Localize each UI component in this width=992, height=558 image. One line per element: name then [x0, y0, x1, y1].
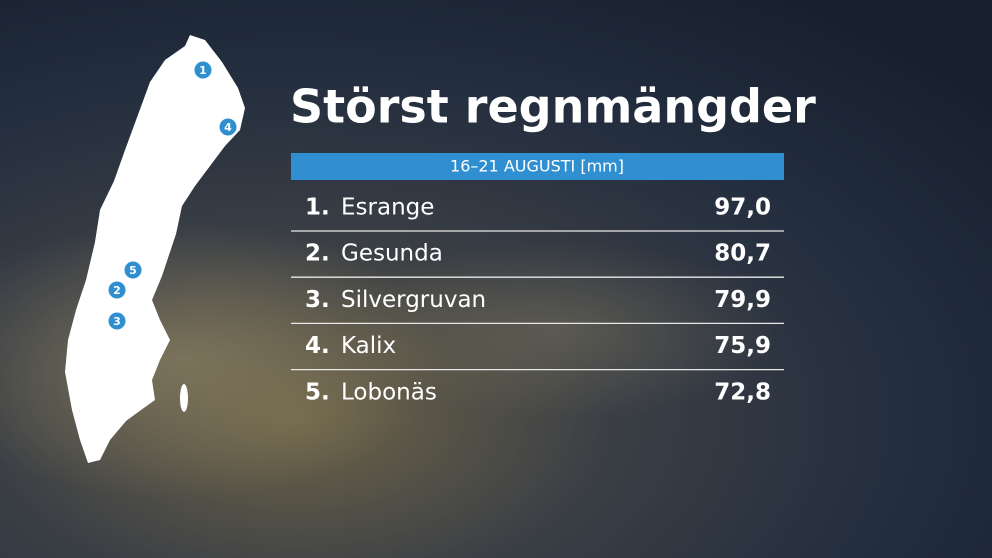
row-name: Gesunda	[341, 241, 443, 267]
row-value: 97,0	[714, 195, 771, 221]
row-value: 80,7	[714, 241, 771, 267]
map-marker	[217, 116, 239, 138]
map-markers: 1 4 52 3	[106, 59, 239, 332]
row-name: Kalix	[341, 333, 396, 359]
row-name: Lobonäs	[341, 379, 437, 405]
map-marker-label: 5	[129, 264, 137, 277]
row-rank: 2.	[305, 241, 330, 267]
map-marker-label: 3	[113, 315, 121, 328]
map-marker	[106, 310, 128, 332]
map-island	[180, 384, 188, 412]
row-name: Silvergruvan	[341, 287, 486, 313]
row-value: 79,9	[714, 287, 771, 313]
map-marker	[106, 279, 128, 301]
row-rank: 1.	[305, 195, 330, 221]
map-marker	[192, 59, 214, 81]
title: Störst regnmängder	[290, 80, 816, 134]
subtitle-bar	[291, 153, 784, 180]
row-rank: 5.	[305, 379, 330, 405]
map-marker-label: 1	[199, 64, 207, 77]
background-glow	[340, 240, 780, 420]
map-marker-label: 2	[113, 284, 121, 297]
map-marker-label: 4	[224, 121, 232, 134]
row-rank: 3.	[305, 287, 330, 313]
map-marker	[122, 259, 144, 281]
row-value: 75,9	[714, 333, 771, 359]
row-value: 72,8	[714, 379, 771, 405]
row-name: Esrange	[341, 195, 434, 221]
table: 1. Esrange 97,0 2. Gesunda 80,7 3. Silvergruvan…	[291, 195, 784, 405]
row-rank: 4.	[305, 333, 330, 359]
map-sweden	[65, 35, 245, 463]
subtitle: 16–21 AUGUSTI [mm]	[450, 157, 624, 176]
